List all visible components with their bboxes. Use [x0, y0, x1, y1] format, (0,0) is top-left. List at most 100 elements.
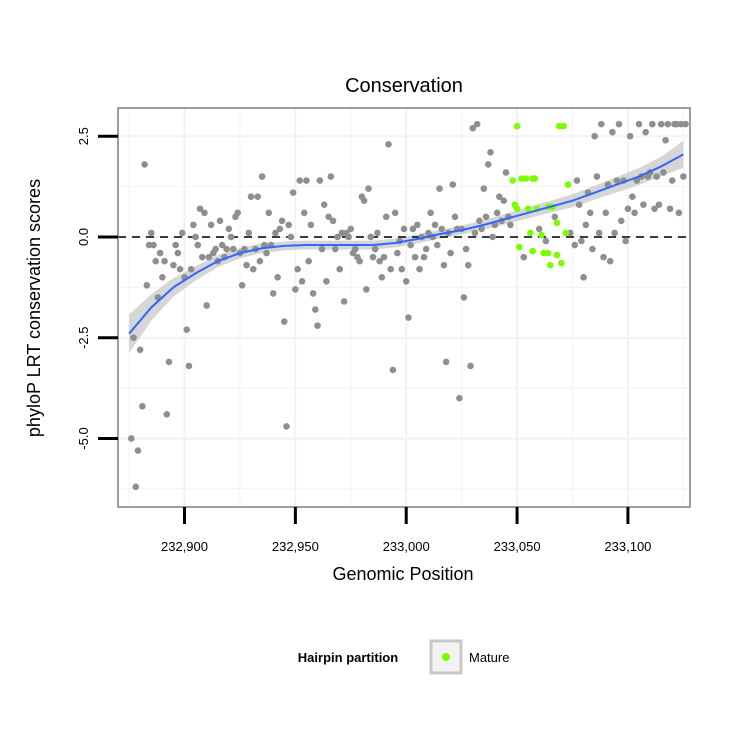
data-point — [655, 201, 663, 209]
data-point — [551, 213, 559, 221]
data-point — [161, 257, 168, 265]
data-point — [389, 366, 397, 374]
data-point — [651, 205, 658, 213]
data-point — [464, 261, 472, 269]
data-point — [489, 233, 496, 241]
data-point — [216, 217, 224, 225]
data-point — [143, 282, 151, 289]
data-point — [296, 177, 304, 184]
data-point — [433, 241, 441, 249]
data-point — [493, 209, 501, 217]
data-point — [467, 362, 474, 370]
data-point — [336, 265, 344, 273]
legend-label-mature: Mature — [469, 650, 509, 665]
chart-title: Conservation — [345, 75, 463, 97]
data-point — [307, 221, 315, 229]
data-point — [245, 229, 253, 237]
data-point — [360, 197, 368, 204]
data-point — [165, 358, 173, 366]
data-point — [442, 358, 450, 366]
data-point-mature — [531, 175, 539, 182]
data-point-mature — [544, 249, 552, 257]
data-point — [575, 201, 583, 209]
data-point — [305, 257, 312, 265]
data-point — [451, 213, 459, 221]
data-point — [198, 253, 206, 261]
data-point — [365, 185, 372, 192]
data-point — [460, 294, 468, 301]
data-point — [542, 237, 550, 245]
data-point — [292, 286, 299, 293]
data-point — [218, 241, 226, 249]
data-point — [407, 241, 414, 249]
data-point — [382, 213, 390, 221]
data-point-mature — [529, 247, 536, 255]
data-point — [400, 225, 408, 233]
data-point — [241, 245, 248, 253]
data-point — [409, 225, 417, 233]
data-point — [249, 265, 257, 273]
data-point — [212, 245, 219, 253]
data-point — [649, 120, 656, 128]
data-point — [653, 173, 661, 180]
data-point — [496, 193, 503, 200]
data-point — [615, 120, 623, 128]
legend: Hairpin partition Mature — [298, 639, 509, 675]
data-point — [185, 362, 193, 370]
data-point — [176, 265, 184, 273]
data-point — [427, 209, 434, 217]
data-point — [447, 249, 454, 257]
data-point — [152, 257, 159, 265]
data-point — [356, 257, 363, 265]
data-point — [394, 249, 401, 257]
data-point — [387, 265, 394, 273]
x-tick-label: 233,050 — [494, 539, 541, 554]
data-point — [139, 402, 146, 410]
y-tick-label: 2.5 — [76, 127, 91, 145]
data-point — [376, 257, 383, 265]
data-point-mature — [515, 243, 523, 251]
data-point — [631, 209, 638, 217]
data-point — [128, 435, 135, 442]
data-point — [613, 177, 621, 184]
data-point — [258, 173, 266, 180]
points-layer — [128, 120, 689, 491]
data-point — [449, 181, 457, 188]
data-point — [420, 253, 428, 261]
data-point-mature — [509, 177, 516, 184]
data-point — [203, 302, 210, 309]
data-point — [378, 273, 386, 281]
data-point — [385, 140, 392, 148]
data-point-mature — [547, 261, 554, 269]
data-point — [507, 221, 514, 229]
data-point — [600, 253, 607, 261]
smooth-trend-line — [128, 153, 684, 335]
data-point — [130, 334, 137, 342]
data-point — [675, 209, 683, 217]
data-point — [327, 173, 335, 180]
data-point — [265, 209, 273, 217]
panel-border — [117, 107, 691, 508]
data-point — [502, 169, 510, 176]
data-point — [380, 253, 388, 261]
data-point — [329, 217, 337, 225]
data-point — [229, 245, 237, 253]
data-point — [325, 213, 332, 221]
data-point — [482, 213, 490, 221]
data-point — [318, 245, 326, 253]
data-point — [402, 278, 410, 285]
data-point — [227, 233, 235, 241]
data-point — [294, 265, 301, 273]
data-point — [243, 261, 250, 269]
data-point — [478, 225, 485, 233]
data-point — [238, 282, 246, 289]
x-tick-label: 233,100 — [604, 539, 651, 554]
data-point — [369, 253, 377, 261]
data-point — [471, 229, 479, 237]
data-point — [473, 120, 481, 128]
data-point — [626, 132, 634, 140]
data-point — [298, 278, 306, 285]
data-point — [312, 306, 319, 313]
x-tick-label: 232,900 — [161, 539, 208, 554]
data-point — [500, 197, 508, 204]
